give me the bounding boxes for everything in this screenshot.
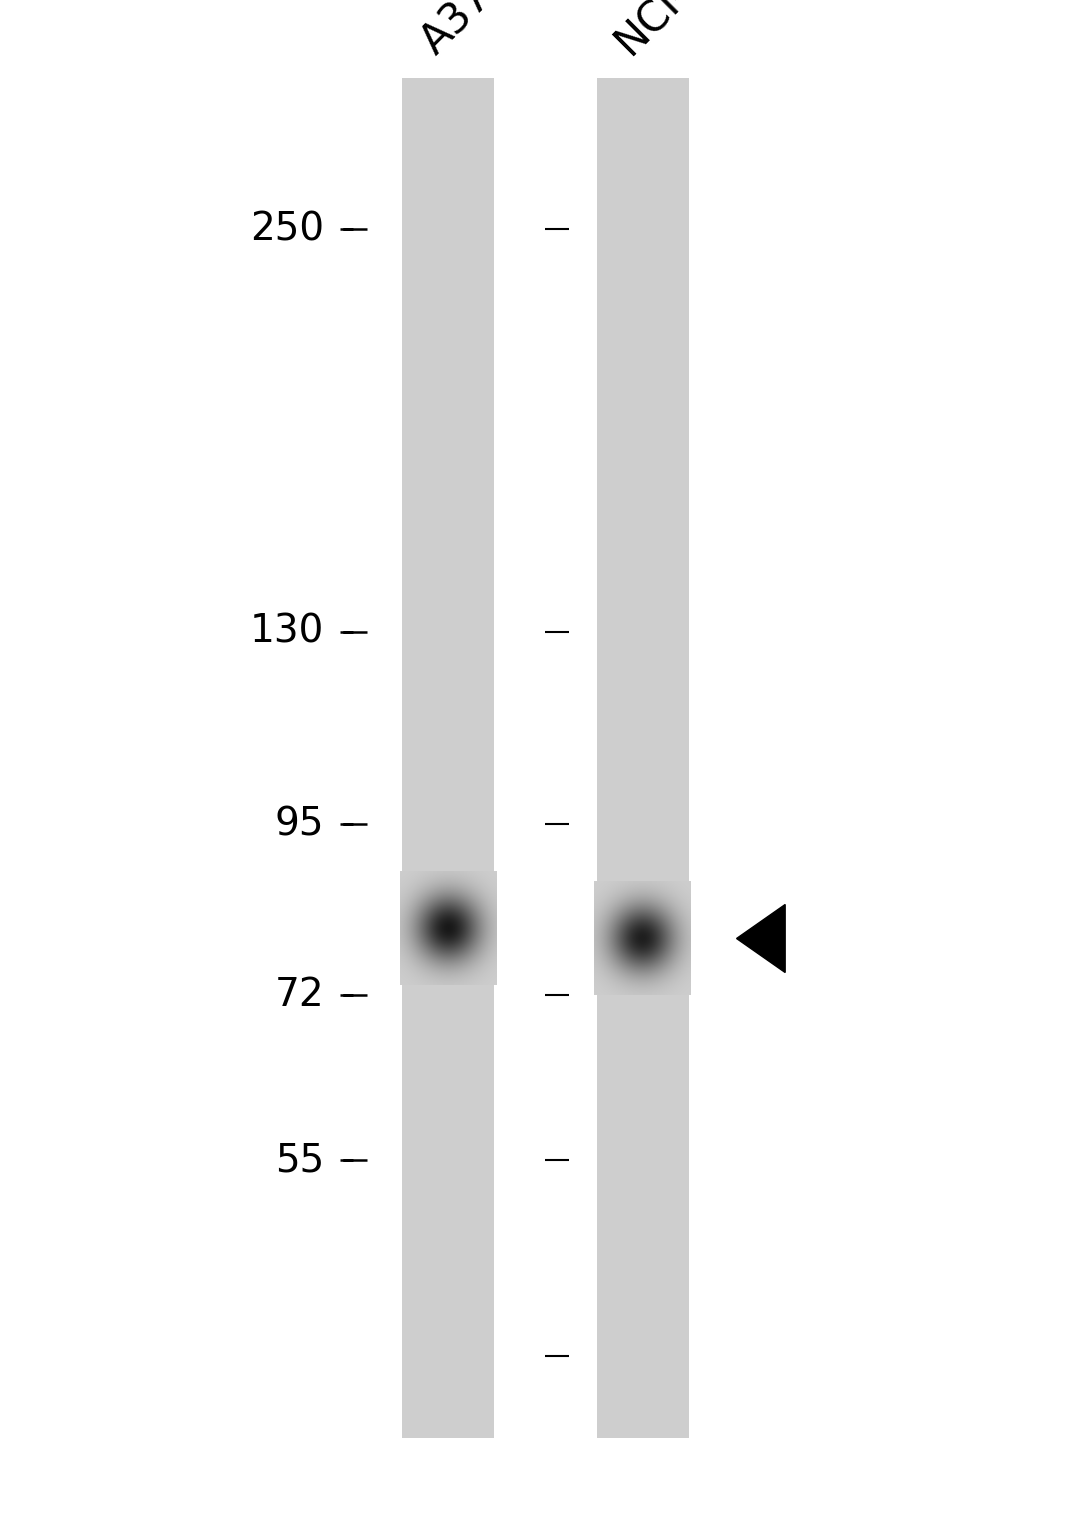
Text: -: - xyxy=(329,613,355,650)
Bar xyxy=(597,78,689,1439)
Text: -: - xyxy=(329,806,355,844)
Text: 55: 55 xyxy=(274,1141,324,1179)
Text: 95: 95 xyxy=(274,806,324,844)
Text: -: - xyxy=(329,211,355,248)
Polygon shape xyxy=(737,905,785,972)
Text: A375: A375 xyxy=(414,0,519,64)
Text: 130: 130 xyxy=(249,613,324,650)
Text: 250: 250 xyxy=(249,211,324,248)
Text: 72: 72 xyxy=(274,976,324,1014)
Text: -: - xyxy=(329,1141,355,1179)
Text: NCI-H1299: NCI-H1299 xyxy=(608,0,796,64)
Text: -: - xyxy=(329,976,355,1014)
Bar xyxy=(402,78,495,1439)
